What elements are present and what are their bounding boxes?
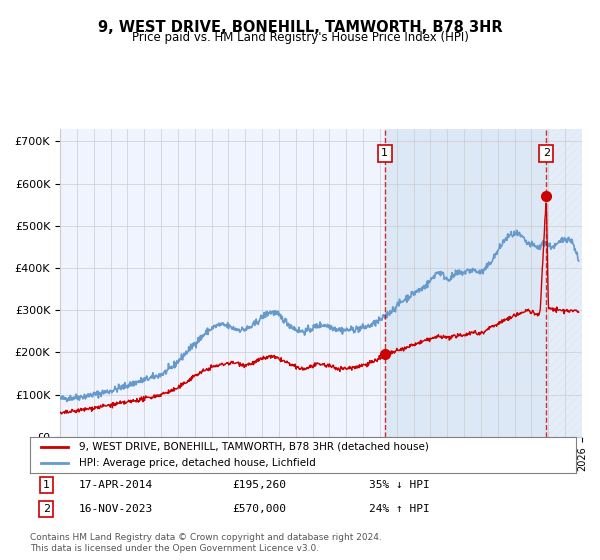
Text: £570,000: £570,000 xyxy=(232,504,286,514)
Text: 1: 1 xyxy=(43,480,50,490)
Text: 2: 2 xyxy=(43,504,50,514)
Text: 24% ↑ HPI: 24% ↑ HPI xyxy=(368,504,429,514)
Bar xyxy=(385,129,547,437)
Text: Price paid vs. HM Land Registry's House Price Index (HPI): Price paid vs. HM Land Registry's House … xyxy=(131,31,469,44)
Text: 16-NOV-2023: 16-NOV-2023 xyxy=(79,504,154,514)
Text: 2: 2 xyxy=(543,148,550,158)
Text: 17-APR-2014: 17-APR-2014 xyxy=(79,480,154,490)
Text: 9, WEST DRIVE, BONEHILL, TAMWORTH, B78 3HR (detached house): 9, WEST DRIVE, BONEHILL, TAMWORTH, B78 3… xyxy=(79,442,429,452)
Text: HPI: Average price, detached house, Lichfield: HPI: Average price, detached house, Lich… xyxy=(79,458,316,468)
Text: 35% ↓ HPI: 35% ↓ HPI xyxy=(368,480,429,490)
Text: £195,260: £195,260 xyxy=(232,480,286,490)
Text: Contains HM Land Registry data © Crown copyright and database right 2024.
This d: Contains HM Land Registry data © Crown c… xyxy=(30,533,382,553)
Text: 9, WEST DRIVE, BONEHILL, TAMWORTH, B78 3HR: 9, WEST DRIVE, BONEHILL, TAMWORTH, B78 3… xyxy=(98,20,502,35)
Bar xyxy=(547,129,582,437)
Text: 1: 1 xyxy=(382,148,388,158)
